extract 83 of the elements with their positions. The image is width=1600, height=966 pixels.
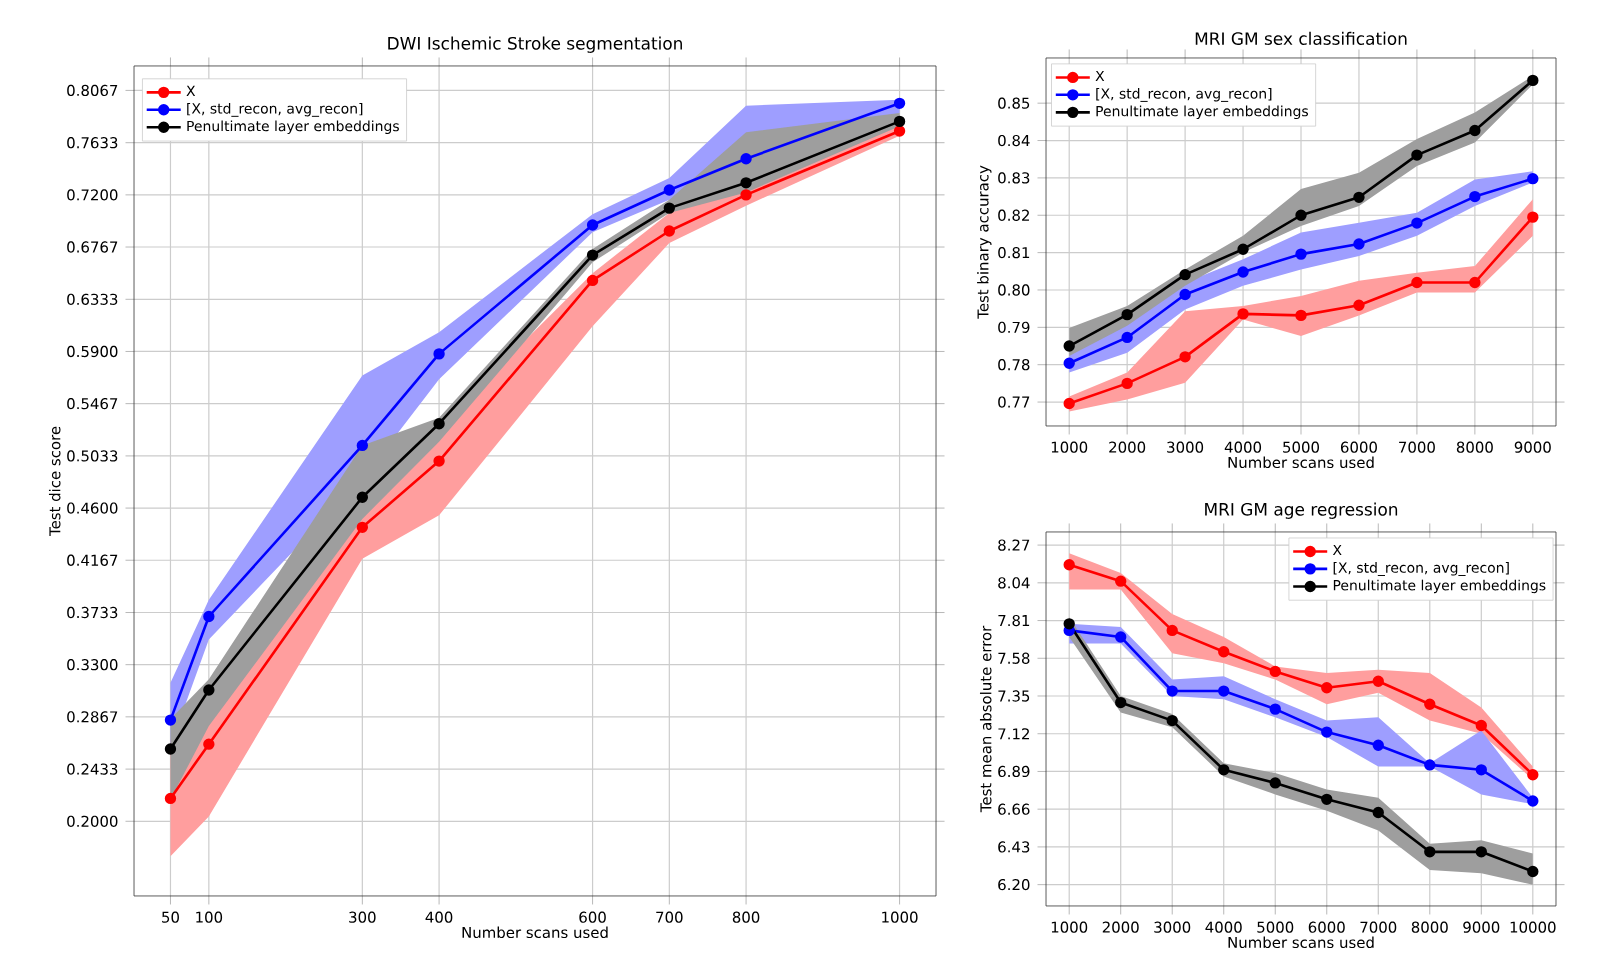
chart-title: DWI Ischemic Stroke segmentation [388,36,682,53]
point [1424,759,1436,771]
point [1321,793,1333,806]
point [1527,172,1539,185]
point [433,418,445,430]
point [1527,865,1539,878]
point [1166,685,1178,697]
point [1237,308,1249,320]
point [1295,209,1307,221]
point [164,714,177,726]
point [1063,559,1075,571]
point [1295,248,1307,260]
point [1469,124,1481,137]
point [1424,698,1436,710]
point [1121,377,1133,390]
point [1475,719,1487,732]
point [663,184,676,196]
point [893,97,906,109]
point [1166,714,1178,727]
point [586,274,599,287]
point [663,225,676,237]
point [433,455,445,467]
point [1179,268,1191,281]
point [1353,191,1365,204]
point [1121,331,1133,344]
point [1411,276,1423,289]
point [740,189,752,201]
point [1179,288,1191,301]
point [1372,675,1384,687]
chart-title: MRI GM age regression [1205,502,1398,519]
point [1063,357,1075,369]
point [203,738,215,750]
point [1295,309,1307,322]
point [1115,575,1127,587]
point [1411,149,1423,161]
point [1269,777,1281,789]
point [1475,764,1487,776]
point [203,610,215,623]
point [1063,618,1075,630]
chart-title: MRI GM sex classification [1195,31,1407,45]
point [1166,624,1178,637]
point [1527,795,1539,807]
point [1121,308,1133,321]
point [1218,764,1230,776]
point [1269,703,1281,715]
point [1424,846,1436,858]
point [1372,806,1384,819]
point [586,249,599,261]
point [1411,217,1423,229]
point [1353,238,1365,250]
point [1063,340,1075,352]
point [1475,846,1487,858]
point [1179,351,1191,363]
point [893,125,906,137]
point [1269,665,1281,678]
point [1469,276,1481,289]
point [1353,299,1365,311]
point [1321,726,1333,738]
point [1372,739,1384,751]
point [663,202,676,214]
point [1527,74,1539,87]
point [356,491,369,503]
point [164,743,177,755]
point [740,177,752,189]
point [740,153,752,165]
point [893,115,906,128]
point [356,439,369,452]
point [1237,266,1249,278]
point [1527,211,1539,223]
point [356,521,369,534]
point [203,684,215,696]
point [1237,243,1249,255]
point [1115,696,1127,709]
point [1469,190,1481,203]
point [1218,685,1230,697]
point [1063,397,1075,410]
point [1527,769,1539,781]
point [164,792,177,805]
point [1218,646,1230,658]
point [1321,682,1333,694]
point [433,348,445,360]
point [586,219,599,231]
point [1115,631,1127,643]
